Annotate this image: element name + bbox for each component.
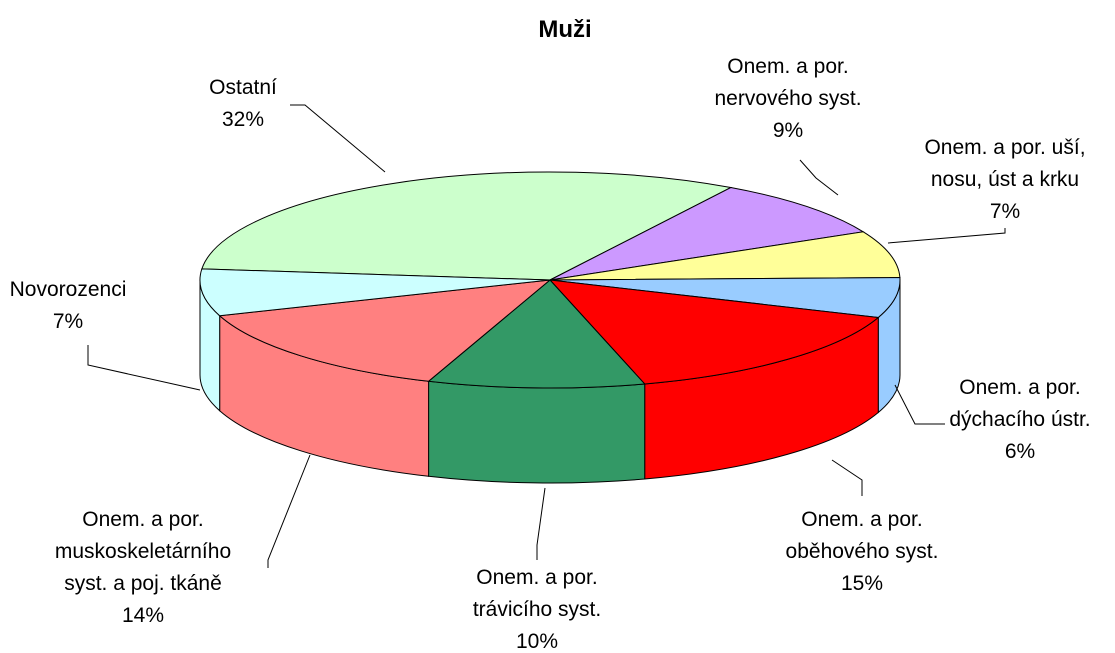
leader-line	[831, 459, 863, 496]
data-label: Onem. a por. dýchacího ústr. 6%	[949, 372, 1090, 468]
data-label: Ostatní 32%	[209, 72, 277, 136]
leader-line	[290, 104, 386, 173]
leader-line	[536, 487, 546, 560]
leader-line	[887, 228, 1006, 244]
category-label: Ostatní	[209, 76, 277, 99]
leader-line	[799, 159, 839, 196]
pie-slice	[201, 171, 733, 281]
percent-label: 10%	[515, 630, 559, 653]
data-label: Onem. a por. uší, nosu, úst a krku 7%	[924, 132, 1085, 228]
pie-slice	[549, 231, 901, 281]
pie-slice	[218, 279, 552, 382]
percent-label: 9%	[772, 119, 804, 142]
pie-slice	[199, 268, 551, 317]
percent-label: 7%	[52, 310, 84, 333]
category-label: Onem. a por. muskoskeletárního syst. a p…	[54, 508, 232, 595]
category-label: Onem. a por. dýchacího ústr.	[949, 376, 1091, 431]
percent-label: 14%	[121, 604, 165, 627]
category-label: Onem. a por. trávicího syst.	[472, 566, 602, 621]
chart-title: Muži	[538, 16, 592, 43]
leader-line	[87, 345, 201, 391]
data-label: Onem. a por. muskoskeletárního syst. a p…	[55, 504, 231, 632]
category-label: Onem. a por. nervového syst.	[714, 55, 862, 110]
pie-slice	[549, 187, 865, 281]
category-label: Onem. a por. uší, nosu, úst a krku	[924, 136, 1086, 191]
data-label: Onem. a por. trávicího syst. 10%	[473, 562, 601, 653]
percent-label: 7%	[989, 200, 1021, 223]
data-label: Onem. a por. oběhového syst. 15%	[786, 504, 939, 600]
pie-slice	[427, 279, 646, 389]
percent-label: 32%	[221, 108, 265, 131]
pie-slice	[548, 279, 880, 385]
category-label: Onem. a por. oběhového syst.	[785, 508, 939, 563]
percent-label: 15%	[840, 572, 884, 595]
pie-side	[428, 380, 646, 484]
leader-line	[267, 454, 311, 568]
leader-line	[894, 384, 945, 425]
percent-label: 6%	[1004, 440, 1036, 463]
pie-sides	[199, 279, 901, 484]
data-label: Onem. a por. nervového syst. 9%	[714, 51, 861, 147]
category-label: Novorozenci	[9, 278, 127, 301]
pie-slice	[549, 277, 901, 318]
data-label: Novorozenci 7%	[10, 274, 127, 338]
